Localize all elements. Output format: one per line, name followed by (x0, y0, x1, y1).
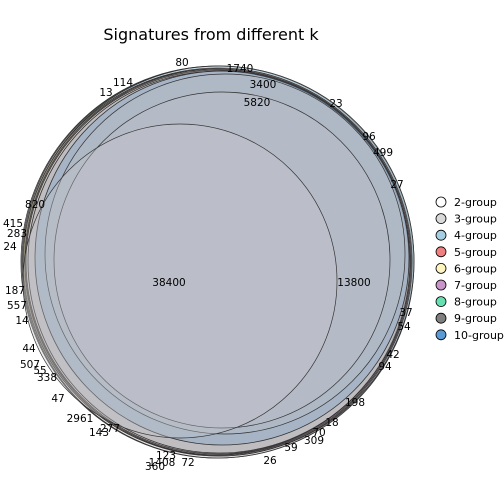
region-count-label: 44 (22, 343, 36, 355)
region-count-label: 283 (7, 228, 27, 240)
legend-label: 9-group (454, 312, 497, 325)
region-count-label: 143 (89, 427, 109, 439)
region-count-label: 26 (263, 455, 277, 467)
region-count-label: 277 (100, 423, 120, 435)
diagram-title: Signatures from different k (103, 25, 319, 44)
region-count-label: 27 (390, 179, 403, 191)
region-count-label: 415 (3, 218, 23, 230)
region-count-label: 47 (51, 393, 64, 405)
region-count-label: 557 (7, 300, 27, 312)
set-circles (20, 65, 415, 459)
region-count-label: 55 (33, 365, 46, 377)
region-count-label: 23 (329, 98, 342, 110)
region-count-label: 820 (25, 199, 45, 211)
legend: 2-group 3-group 4-group 5-group 6-group 7-gro… (435, 196, 504, 342)
region-count-label: 1740 (227, 63, 254, 75)
region-count-label: 96 (362, 131, 376, 143)
set-10-group-circle (34, 70, 410, 446)
region-count-label: 42 (386, 349, 399, 361)
inner-circle-a (44, 73, 406, 435)
legend-swatch (435, 279, 447, 291)
region-count-label: 37 (399, 307, 412, 319)
legend-swatch (435, 329, 447, 341)
legend-swatch (435, 213, 447, 225)
region-count-label: 38400 (152, 277, 185, 289)
region-count-label: 338 (37, 372, 57, 384)
region-count-label: 123 (156, 450, 176, 462)
legend-label: 5-group (454, 246, 497, 259)
region-count-label: 499 (373, 147, 393, 159)
region-count-label: 507 (20, 359, 40, 371)
region-count-label: 13800 (337, 277, 370, 289)
legend-label: 2-group (454, 196, 497, 209)
region-count-label: 24 (3, 241, 17, 253)
region-count-label: 54 (397, 321, 411, 333)
legend-label: 10-group (454, 329, 504, 342)
region-count-label: 309 (304, 435, 324, 447)
legend-swatch (435, 296, 447, 308)
region-count-label: 5820 (244, 97, 271, 109)
legend-swatch (435, 262, 447, 274)
region-count-label: 80 (175, 57, 188, 69)
legend-label: 4-group (454, 229, 497, 242)
region-count-label: 18 (325, 417, 338, 429)
region-count-label: 72 (181, 457, 194, 469)
legend-swatch (435, 312, 447, 324)
legend-label: 3-group (454, 213, 497, 226)
region-count-label: 187 (5, 285, 25, 297)
region-count-label: 70 (312, 427, 325, 439)
region-count-label: 2961 (67, 413, 94, 425)
legend-swatch (435, 229, 447, 241)
region-count-label: 114 (113, 77, 133, 89)
legend-label: 8-group (454, 296, 497, 309)
legend-swatch (435, 246, 447, 258)
region-count-label: 13 (99, 87, 112, 99)
inner-circle-c (22, 123, 338, 439)
region-count-label: 360 (145, 461, 165, 473)
legend-label: 6-group (454, 262, 497, 275)
legend-label: 7-group (454, 279, 497, 292)
region-count-label: 94 (378, 361, 392, 373)
region-count-label: 59 (284, 442, 297, 454)
legend-swatch (435, 196, 447, 208)
region-count-label: 14 (15, 315, 29, 327)
region-count-label: 3400 (250, 79, 277, 91)
region-count-label: 198 (345, 397, 365, 409)
inner-circle-b (53, 91, 391, 429)
region-count-label: 1408 (149, 457, 176, 469)
